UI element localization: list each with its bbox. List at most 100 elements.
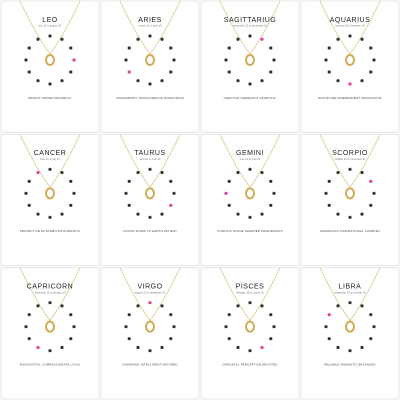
- zodiac-glyph: [248, 34, 252, 38]
- zodiac-glyph: [348, 82, 352, 86]
- zodiac-glyph: [60, 79, 64, 83]
- zodiac-glyph: [360, 170, 364, 175]
- zodiac-glyph: [336, 345, 340, 350]
- sign-name: LIBRA: [339, 284, 362, 291]
- card-bg: [300, 133, 400, 267]
- sign-name: TAURUS: [134, 150, 165, 157]
- zodiac-glyph: [160, 170, 164, 175]
- zodiac-glyph: [36, 170, 40, 175]
- sign-dates: february 19 to march 20: [236, 290, 264, 294]
- zodiac-glyph: [248, 301, 252, 305]
- zodiac-glyph: [27, 203, 31, 207]
- zodiac-glyph: [260, 304, 264, 308]
- chain: [119, 134, 181, 188]
- zodiac-glyph: [127, 70, 131, 74]
- zodiac-glyph: [60, 212, 64, 216]
- zodiac-glyph: [336, 170, 340, 175]
- zodiac-glyph: [127, 337, 131, 341]
- sign-traits: CHARISMATIC SPONTANEOUS PASSIONATE: [116, 96, 184, 100]
- zodiac-glyph: [248, 82, 252, 86]
- zodiac-glyph: [169, 46, 173, 50]
- zodiac-glyph: [36, 79, 40, 83]
- zodiac-glyph: [169, 70, 173, 74]
- zodiac-glyph: [224, 58, 228, 62]
- sign-dates: july 23 to august 22: [38, 24, 62, 28]
- zodiac-glyph: [60, 37, 64, 41]
- zodiac-glyph: [327, 337, 331, 341]
- zodiac-glyph: [327, 313, 331, 317]
- zodiac-glyph: [169, 203, 173, 207]
- pendant: [245, 54, 255, 66]
- zodiac-glyph: [269, 203, 273, 207]
- zodiac-glyph: [48, 215, 52, 219]
- zodiac-glyph: [148, 82, 152, 86]
- zodiac-glyph: [148, 34, 152, 38]
- zodiac-glyph: [27, 70, 31, 74]
- zodiac-glyph: [336, 304, 340, 308]
- sign-traits: GRACEFUL PERCEPTIVE DEVOTED: [223, 362, 278, 366]
- pendant: [245, 320, 255, 333]
- zodiac-glyph: [360, 345, 364, 350]
- zodiac-glyph: [272, 325, 276, 329]
- pendant: [145, 54, 155, 66]
- zodiac-glyph: [160, 212, 164, 216]
- zodiac-glyph: [260, 345, 264, 350]
- sign-traits: CREATIVE GENEROUS SPIRITUAL: [224, 96, 277, 100]
- zodiac-glyph: [269, 313, 273, 317]
- card-bg: [300, 267, 400, 400]
- zodiac-glyph: [336, 79, 340, 83]
- zodiac-glyph: [169, 179, 173, 183]
- card-bg: [100, 267, 200, 400]
- zodiac-glyph: [169, 337, 173, 341]
- zodiac-glyph: [69, 46, 73, 50]
- sign-traits: PROTECTIVE MYSTERIOUS ROMANTIC: [20, 229, 81, 233]
- zodiac-glyph: [124, 58, 128, 62]
- zodiac-glyph: [236, 304, 240, 308]
- zodiac-glyph: [269, 337, 273, 341]
- sign-name: SCORPIO: [332, 150, 368, 157]
- card-bg: [0, 133, 100, 267]
- zodiac-glyph: [27, 313, 31, 317]
- zodiac-glyph: [227, 46, 231, 50]
- zodiac-glyph: [260, 212, 264, 216]
- zodiac-glyph: [272, 191, 276, 195]
- zodiac-glyph: [69, 313, 73, 317]
- chain: [319, 134, 381, 188]
- card-bg: [0, 267, 100, 400]
- zodiac-glyph: [336, 212, 340, 216]
- zodiac-glyph: [348, 301, 352, 305]
- zodiac-glyph: [27, 179, 31, 183]
- zodiac-glyph: [127, 203, 131, 207]
- zodiac-glyph: [136, 170, 140, 175]
- zodiac-glyph: [369, 70, 373, 74]
- zodiac-glyph: [172, 325, 176, 329]
- zodiac-glyph: [260, 79, 264, 83]
- sign-dates: september 23 to october 22: [334, 290, 366, 294]
- zodiac-glyph: [160, 79, 164, 83]
- zodiac-glyph: [72, 191, 76, 195]
- zodiac-glyph: [327, 46, 331, 50]
- zodiac-glyph: [127, 46, 131, 50]
- sign-name: SAGITTARIUG: [224, 17, 276, 24]
- zodiac-glyph: [127, 313, 131, 317]
- zodiac-glyph: [348, 349, 352, 353]
- zodiac-glyph: [236, 79, 240, 83]
- zodiac-glyph: [69, 203, 73, 207]
- zodiac-glyph: [248, 349, 252, 353]
- zodiac-glyph: [369, 337, 373, 341]
- zodiac-glyph: [369, 313, 373, 317]
- sign-traits: BRIGHT DRIVEN MAGNETIC: [28, 96, 71, 100]
- zodiac-glyph: [324, 325, 328, 329]
- zodiac-glyph: [48, 82, 52, 86]
- zodiac-glyph: [360, 79, 364, 83]
- sign-name: CAPRICORN: [27, 284, 74, 291]
- card-bg: [200, 133, 300, 267]
- zodiac-glyph: [272, 58, 276, 62]
- sign-traits: DISCIPLINE INDEPENDENT IMAGINATIVE: [318, 96, 382, 100]
- sign-name: CANCER: [34, 150, 67, 157]
- zodiac-glyph: [169, 313, 173, 317]
